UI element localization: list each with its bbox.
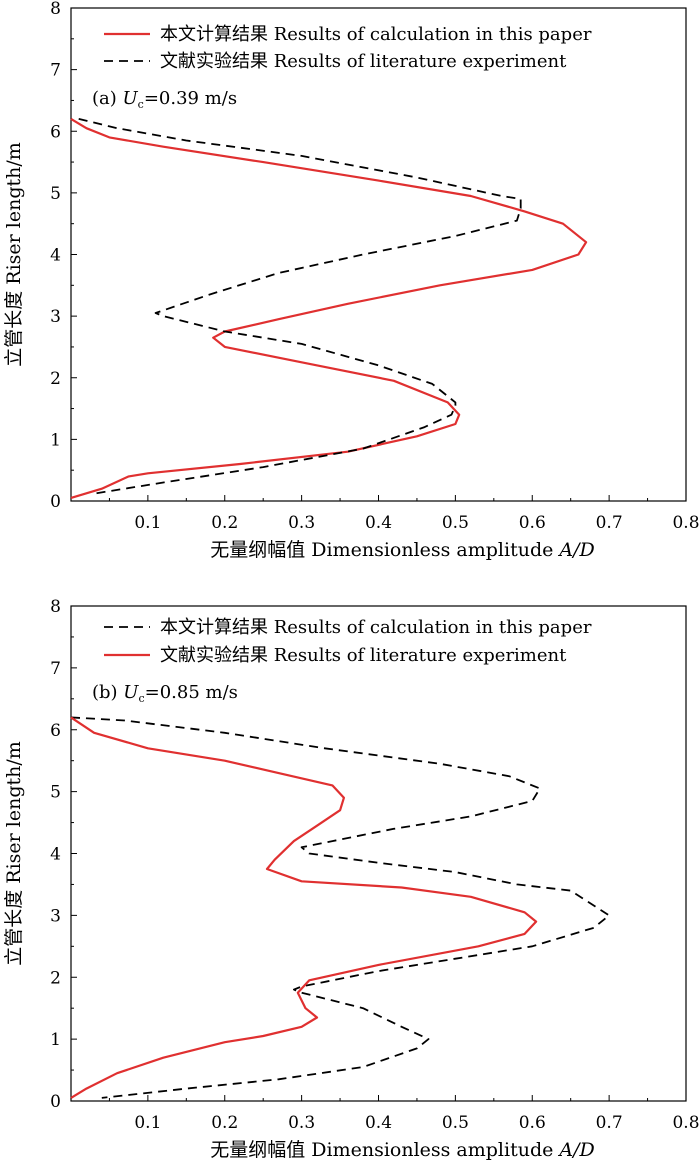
y-tick-label: 1 xyxy=(50,1030,61,1050)
y-tick-label: 3 xyxy=(50,906,61,926)
y-tick-label: 6 xyxy=(50,122,61,142)
annotation-subscript: c xyxy=(138,98,144,111)
x-tick-label: 0.6 xyxy=(519,1113,546,1133)
plot-frame xyxy=(70,605,687,1102)
x-tick-label: 0.1 xyxy=(134,1113,161,1133)
y-axis-label: 立管长度 Riser length/m xyxy=(3,142,25,367)
legend: 本文计算结果 Results of calculation in this pa… xyxy=(104,617,592,666)
y-tick-label: 4 xyxy=(50,246,61,266)
x-tick-label: 0.7 xyxy=(596,1113,623,1133)
x-tick-label: 0.3 xyxy=(288,513,315,533)
x-tick-label: 0.4 xyxy=(365,513,392,533)
chart-panel-a: 0 1 2 3 4 5 6 7 8 0.1 0.2 0.3 0.4 0.5 0.6 0.7 0.8 本文计算结果 … xyxy=(3,0,700,561)
y-tick-label: 7 xyxy=(50,659,61,679)
y-tick-label: 0 xyxy=(50,1092,61,1112)
y-tick-label: 1 xyxy=(50,430,61,450)
x-axis-label-variable: A/D xyxy=(557,1139,594,1161)
y-tick-label: 5 xyxy=(50,184,61,204)
legend-label: 本文计算结果 Results of calculation in this pa… xyxy=(160,24,592,45)
annotation-variable: U xyxy=(123,88,139,109)
annotation-value: =0.39 m/s xyxy=(144,88,237,109)
panel-annotation: (b) Uc=0.85 m/s xyxy=(92,682,238,705)
x-tick-label: 0.8 xyxy=(672,513,699,533)
y-tick-label: 8 xyxy=(50,0,61,19)
legend-label: 文献实验结果 Results of literature experiment xyxy=(160,645,567,666)
y-axis-label: 立管长度 Riser length/m xyxy=(3,741,25,966)
y-tick-label: 8 xyxy=(50,597,61,617)
y-tick-label: 2 xyxy=(50,968,61,988)
annotation-subscript: c xyxy=(138,692,144,705)
y-tick-label: 4 xyxy=(50,845,61,865)
x-tick-label: 0.7 xyxy=(596,513,623,533)
y-tick-label: 5 xyxy=(50,783,61,803)
x-tick-label: 0.4 xyxy=(365,1113,392,1133)
y-tick-label: 6 xyxy=(50,721,61,741)
legend: 本文计算结果 Results of calculation in this pa… xyxy=(104,24,592,72)
x-tick-label: 0.1 xyxy=(134,513,161,533)
series-line-solid xyxy=(70,117,588,499)
x-tick-label: 0.8 xyxy=(672,1113,699,1133)
x-axis-label: 无量纲幅值 Dimensionless amplitude A/D xyxy=(210,539,595,561)
legend-label: 文献实验结果 Results of literature experiment xyxy=(160,51,567,72)
y-tick-label: 3 xyxy=(50,307,61,327)
y-tick-label: 0 xyxy=(50,492,61,512)
annotation-value: =0.85 m/s xyxy=(145,682,238,703)
x-tick-label: 0.5 xyxy=(442,1113,469,1133)
plot-frame xyxy=(70,7,687,502)
panel-annotation: (a) Uc=0.39 m/s xyxy=(92,88,237,111)
legend-label: 本文计算结果 Results of calculation in this pa… xyxy=(160,617,592,638)
y-tick-label: 7 xyxy=(50,61,61,81)
annotation-variable: U xyxy=(123,682,139,703)
chart-panel-b: 0 1 2 3 4 5 6 7 8 0.1 0.2 0.3 0.4 0.5 0.6 0.7 0.8 本文计算结果 … xyxy=(3,597,700,1161)
x-axis-label-variable: A/D xyxy=(557,539,594,561)
x-tick-label: 0.5 xyxy=(442,513,469,533)
x-axis-label-text: 无量纲幅值 Dimensionless amplitude xyxy=(210,1139,559,1161)
x-tick-label: 0.3 xyxy=(288,1113,315,1133)
series-line-dashed xyxy=(78,118,522,495)
series-line-solid xyxy=(70,716,538,1099)
x-tick-label: 0.2 xyxy=(211,513,238,533)
x-axis-label-text: 无量纲幅值 Dimensionless amplitude xyxy=(210,539,559,561)
series-line-dashed xyxy=(70,716,610,1099)
x-tick-label: 0.6 xyxy=(519,513,546,533)
annotation-prefix: (b) xyxy=(92,682,123,703)
annotation-prefix: (a) xyxy=(92,88,123,109)
y-tick-label: 2 xyxy=(50,369,61,389)
x-tick-label: 0.2 xyxy=(211,1113,238,1133)
x-axis-label: 无量纲幅值 Dimensionless amplitude A/D xyxy=(210,1139,595,1161)
